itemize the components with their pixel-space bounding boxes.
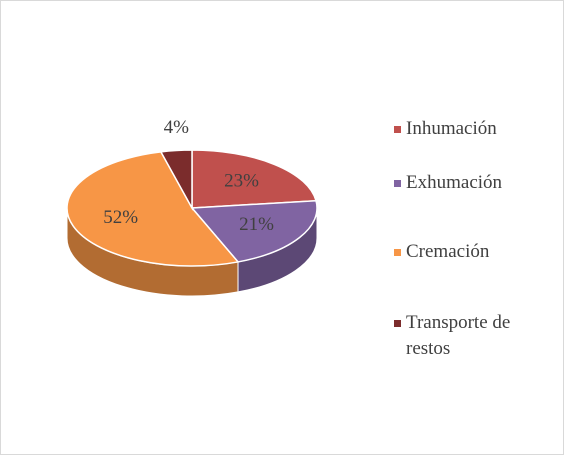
data-label: 4% xyxy=(164,117,190,138)
legend-item: Cremación xyxy=(394,239,544,265)
data-label: 21% xyxy=(239,214,274,235)
legend-item: Inhumación xyxy=(394,116,544,142)
legend-item: Transporte de restos xyxy=(394,310,544,362)
legend-label: Inhumación xyxy=(406,118,497,139)
pie-slice xyxy=(190,199,318,263)
legend-swatch xyxy=(394,320,401,327)
legend-label: Cremación xyxy=(406,241,490,262)
data-label: 52% xyxy=(103,207,138,228)
pie-slice xyxy=(66,151,240,267)
data-label: 23% xyxy=(224,170,259,191)
legend-swatch xyxy=(394,249,401,256)
legend-swatch xyxy=(394,180,401,187)
pie-slice xyxy=(191,149,317,209)
legend-item: Exhumación xyxy=(394,170,544,196)
legend-label: Exhumación xyxy=(406,172,503,193)
legend-label: Transporte de restos xyxy=(406,312,511,359)
legend-swatch xyxy=(394,126,401,133)
pie-slice xyxy=(159,149,193,211)
